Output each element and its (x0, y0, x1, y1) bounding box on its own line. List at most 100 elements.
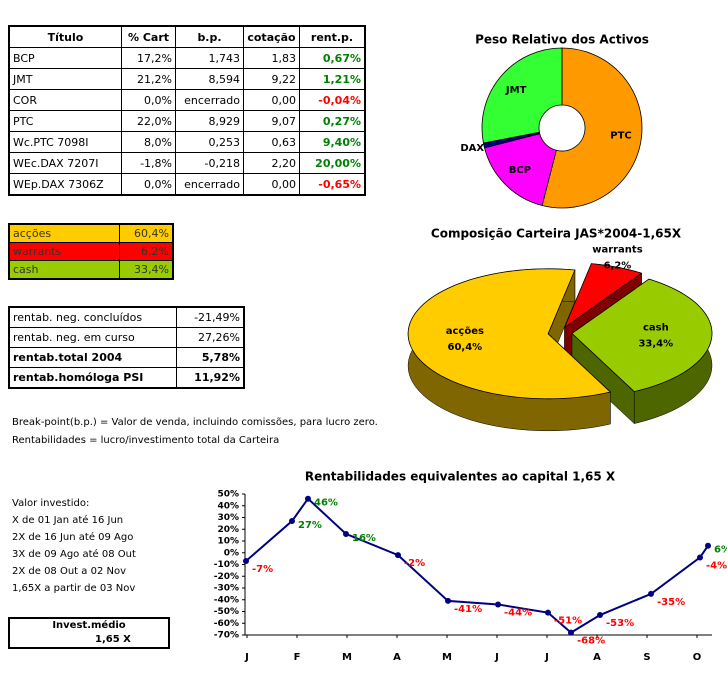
donut-slice (481, 47, 563, 144)
y-tick-label: 0% (224, 548, 239, 558)
table-cell: WEp.DAX 7306Z (8, 173, 122, 196)
table-cell: Wc.PTC 7098I (8, 131, 122, 153)
table-row: BCP 17,2% 1,743 1,83 0,67% (8, 47, 366, 69)
y-tick-label: 10% (217, 537, 239, 547)
investment-title: Valor investido: (12, 498, 90, 509)
investment-line: 3X de 09 Ago até 08 Out (12, 549, 136, 560)
data-point (305, 495, 311, 502)
data-point (705, 542, 711, 549)
table-cell: 22,0% (121, 110, 176, 132)
table-cell: 8,929 (175, 110, 244, 132)
x-tick-label: M (442, 652, 452, 663)
data-label: -68% (577, 636, 605, 647)
table-cell: 17,2% (121, 47, 176, 69)
average-label: Invest.médio (52, 620, 126, 631)
table-cell: rentab. neg. em curso (8, 327, 177, 348)
table-cell: 9,22 (243, 68, 300, 90)
y-tick-label: -60% (214, 619, 239, 629)
table-cell: 2,20 (243, 152, 300, 174)
slice-label: cash (643, 323, 669, 334)
x-tick-label: J (244, 652, 249, 663)
table-cell: 0,0% (121, 173, 176, 196)
chart-title: Peso Relativo dos Activos (475, 33, 649, 47)
table-row: JMT 21,2% 8,594 9,22 1,21% (8, 68, 366, 90)
slice-value: 60,4% (448, 342, 483, 353)
data-label: -35% (657, 597, 685, 608)
table-row: rentab. neg. concluídos -21,49% (8, 306, 245, 328)
table-cell: 9,07 (243, 110, 300, 132)
investment-line: 2X de 16 Jun até 09 Ago (12, 532, 134, 543)
table-cell: 0,00 (243, 89, 300, 111)
table-cell: 0,253 (175, 131, 244, 153)
table-cell: 1,21% (299, 68, 366, 90)
table-cell: rentab.total 2004 (8, 347, 177, 368)
data-point (545, 609, 551, 616)
average-box: Invest.médio 1,65 X (8, 617, 170, 649)
table-cell: -0,65% (299, 173, 366, 196)
table-cell: 20,00% (299, 152, 366, 174)
data-point (445, 597, 451, 604)
table-cell: 21,2% (121, 68, 176, 90)
table-row: rentab.total 2004 5,78% (8, 347, 245, 368)
slice-label: acções (446, 326, 484, 337)
slice-label: PTC (610, 130, 632, 141)
x-tick-label: O (693, 652, 702, 663)
y-tick-label: -40% (214, 595, 239, 605)
table-cell: COR (8, 89, 122, 111)
table-cell: 27,26% (176, 327, 245, 348)
data-point (568, 629, 574, 636)
table-row: WEp.DAX 7306Z 0,0% encerrado 0,00 -0,65% (8, 173, 366, 196)
x-tick-label: J (544, 652, 549, 663)
table-row: rentab.homóloga PSI 11,92% (8, 367, 245, 389)
chart-title: Composição Carteira JAS*2004-1,65X (431, 227, 682, 241)
table-cell: rentab. neg. concluídos (8, 306, 177, 328)
data-point (597, 612, 603, 619)
table-cell: 1,83 (243, 47, 300, 69)
table-cell: 6,2% (119, 242, 174, 261)
table-cell: 0,27% (299, 110, 366, 132)
pie-slice (563, 263, 643, 329)
header-row: Título% Cart b.p. cotação rent.p. (8, 25, 366, 48)
table-cell: 33,4% (119, 260, 174, 280)
slice-value: 6,2% (604, 260, 632, 271)
table-cell: 5,78% (176, 347, 245, 368)
y-tick-label: 20% (217, 525, 239, 535)
y-tick-label: 40% (217, 501, 239, 511)
investment-line: 1,65X a partir de 03 Nov (12, 583, 136, 594)
table-cell: 11,92% (176, 367, 245, 389)
y-tick-label: -30% (214, 584, 239, 594)
table-cell: 0,63 (243, 131, 300, 153)
table-cell: JMT (8, 68, 122, 90)
investment-line: X de 01 Jan até 16 Jun (12, 515, 124, 526)
table-cell: encerrado (175, 89, 244, 111)
y-tick-label: 30% (217, 513, 239, 523)
header-cell: cotação (243, 25, 300, 48)
data-label: 46% (314, 498, 338, 509)
x-tick-label: A (393, 652, 401, 663)
table-cell: PTC (8, 110, 122, 132)
table: rentab. neg. concluídos -21,49% rentab. ne… (8, 306, 245, 389)
pie-slice (571, 278, 713, 393)
table-row: Wc.PTC 7098I 8,0% 0,253 0,63 9,40% (8, 131, 366, 153)
table-cell: -21,49% (176, 306, 245, 328)
header-cell: % Cart (121, 25, 176, 48)
data-label: -53% (606, 618, 634, 629)
table-row: cash 33,4% (8, 260, 174, 280)
x-tick-label: S (643, 652, 650, 663)
table-row: acções 60,4% (8, 223, 174, 243)
table-cell: 0,00 (243, 173, 300, 196)
table-cell: 0,0% (121, 89, 176, 111)
y-tick-label: -70% (214, 631, 239, 641)
table-cell: BCP (8, 47, 122, 69)
table-cell: 1,743 (175, 47, 244, 69)
header-cell: Título (8, 25, 122, 48)
investment-line: 2X de 08 Out a 02 Nov (12, 566, 127, 577)
slice-value: 33,4% (638, 339, 673, 350)
data-label: 27% (298, 520, 322, 531)
data-label: -2% (404, 558, 425, 569)
slice-label: BCP (509, 165, 531, 176)
table-cell: warrants (8, 242, 120, 261)
table-cell: 8,594 (175, 68, 244, 90)
